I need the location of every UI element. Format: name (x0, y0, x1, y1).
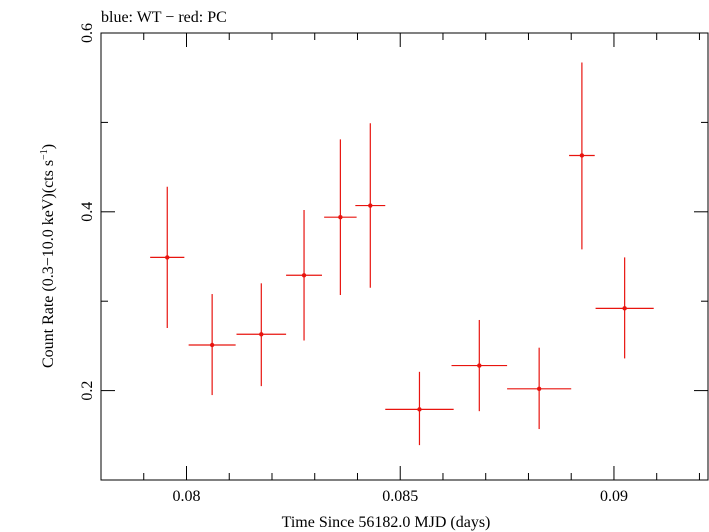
chart-title: blue: WT − red: PC (101, 9, 227, 26)
data-point (355, 123, 386, 288)
data-marker (259, 332, 264, 337)
data-marker (165, 255, 170, 260)
y-axis-label-end: ) (40, 144, 57, 149)
data-point (569, 62, 595, 250)
data-point (188, 294, 236, 396)
data-point (286, 210, 322, 341)
y-axis-label-superscript: −1 (39, 149, 50, 160)
data-point (507, 347, 572, 430)
y-tick-label: 0.4 (79, 202, 96, 222)
data-point (451, 319, 508, 412)
x-axis-label: Time Since 56182.0 MJD (days) (282, 514, 491, 531)
y-axis-label-main: Count Rate (0.3−10.0 keV)(cts s (40, 160, 57, 368)
data-marker (622, 306, 627, 311)
data-marker (417, 407, 422, 412)
data-marker (338, 214, 343, 220)
data-marker (368, 203, 373, 208)
x-tick-label: 0.08 (172, 488, 200, 505)
y-axis-label: Count Rate (0.3−10.0 keV)(cts s−1) (39, 144, 57, 368)
y-tick-label: 0.2 (79, 381, 96, 401)
data-point (150, 186, 185, 329)
data-point (324, 139, 357, 295)
data-marker (477, 363, 482, 368)
data-point (236, 283, 287, 387)
data-point (595, 257, 654, 359)
data-point (385, 371, 454, 446)
y-tick-label: 0.6 (79, 23, 96, 43)
data-marker (579, 153, 585, 158)
x-tick-label: 0.085 (382, 488, 418, 505)
data-points (150, 62, 654, 446)
data-marker (301, 273, 307, 278)
data-marker (209, 342, 215, 348)
x-tick-label: 0.09 (600, 488, 628, 505)
axis-tick-labels: 0.08 0.085 0.09 0.2 0.4 0.6 (79, 23, 628, 505)
axis-ticks (101, 32, 708, 481)
plot-frame (100, 32, 709, 481)
data-marker (536, 386, 542, 392)
